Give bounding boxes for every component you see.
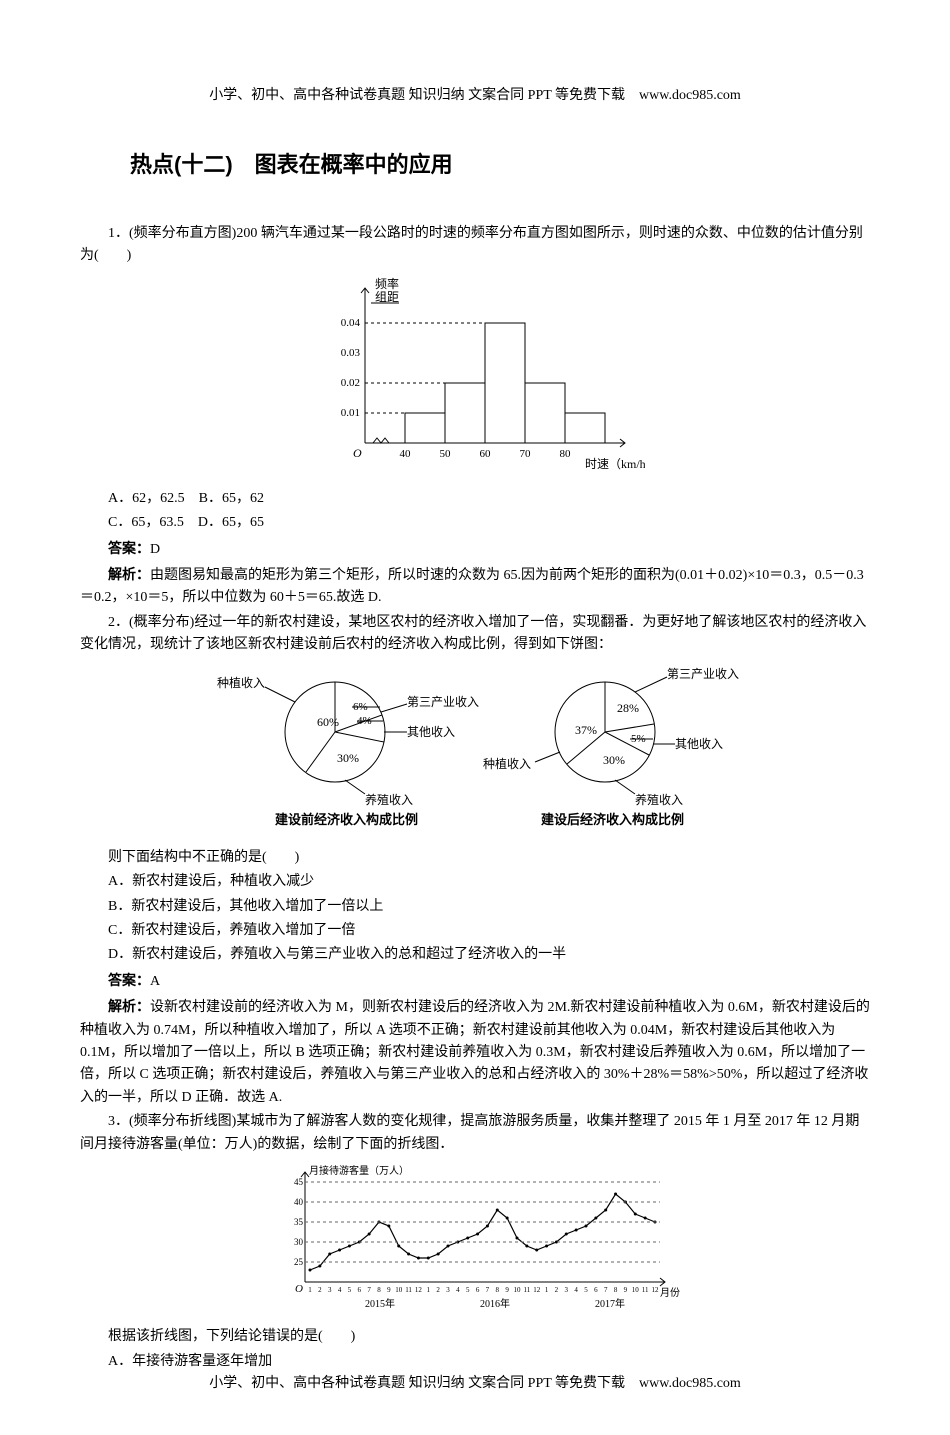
svg-text:2: 2 xyxy=(318,1286,322,1294)
svg-text:30%: 30% xyxy=(337,751,359,765)
svg-text:2016年: 2016年 xyxy=(480,1297,510,1310)
svg-text:11: 11 xyxy=(642,1286,649,1294)
svg-text:5: 5 xyxy=(348,1286,352,1294)
svg-text:月份: 月份 xyxy=(660,1287,680,1299)
svg-text:11: 11 xyxy=(405,1286,412,1294)
q1-explain: 解析：由题图易知最高的矩形为第三个矩形，所以时速的众数为 65.因为前两个矩形的… xyxy=(80,563,870,610)
svg-text:9: 9 xyxy=(387,1286,391,1294)
svg-text:70: 70 xyxy=(520,448,532,460)
q3-linechart: 月接待游客量（万人） O 2530354045 1234567891011121… xyxy=(80,1162,870,1320)
svg-text:28%: 28% xyxy=(617,701,639,715)
q2-stem: 2．(概率分布)经过一年的新农村建设，某地区农村的经济收入增加了一倍，实现翻番．… xyxy=(80,612,870,657)
svg-text:30%: 30% xyxy=(603,753,625,767)
svg-text:45: 45 xyxy=(294,1177,304,1187)
svg-text:2015年: 2015年 xyxy=(365,1297,395,1310)
hist-ylabel-top: 频率 xyxy=(375,276,399,291)
q2-pies: 60% 6% 4% 30% 种植收入 第三产业收入 其他收入 养殖收入 建设前经… xyxy=(80,662,870,840)
svg-text:5: 5 xyxy=(466,1286,470,1294)
q2-optD: D．新农村建设后，养殖收入与第三产业收入的总和超过了经济收入的一半 xyxy=(80,944,870,966)
q3-stem: 3．(频率分布折线图)某城市为了解游客人数的变化规律，提高旅游服务质量，收集并整… xyxy=(80,1111,870,1156)
svg-text:种植收入: 种植收入 xyxy=(483,756,531,771)
svg-text:1: 1 xyxy=(545,1286,549,1294)
q2-explain: 解析：设新农村建设前的经济收入为 M，则新农村建设后的经济收入为 2M.新农村建… xyxy=(80,995,870,1109)
svg-text:0.03: 0.03 xyxy=(341,347,361,359)
svg-text:80: 80 xyxy=(560,448,572,460)
svg-text:40: 40 xyxy=(400,448,412,460)
svg-text:9: 9 xyxy=(505,1286,509,1294)
document-title: 热点(十二) 图表在概率中的应用 xyxy=(130,147,870,182)
svg-text:8: 8 xyxy=(496,1286,500,1294)
svg-text:50: 50 xyxy=(440,448,452,460)
svg-text:2: 2 xyxy=(555,1286,559,1294)
q2-optA: A．新农村建设后，种植收入减少 xyxy=(80,871,870,893)
svg-text:4: 4 xyxy=(338,1286,342,1294)
svg-text:养殖收入: 养殖收入 xyxy=(365,792,413,807)
svg-text:7: 7 xyxy=(367,1286,371,1294)
svg-text:月接待游客量（万人）: 月接待游客量（万人） xyxy=(309,1164,409,1177)
svg-text:7: 7 xyxy=(604,1286,608,1294)
svg-text:0.04: 0.04 xyxy=(341,317,361,329)
svg-text:60%: 60% xyxy=(317,715,339,729)
svg-text:35: 35 xyxy=(294,1217,304,1227)
svg-text:60: 60 xyxy=(480,448,492,460)
q3-after: 根据该折线图，下列结论错误的是( ) xyxy=(80,1326,870,1348)
svg-text:4: 4 xyxy=(574,1286,578,1294)
svg-text:建设后经济收入构成比例: 建设后经济收入构成比例 xyxy=(541,812,684,827)
svg-text:2017年: 2017年 xyxy=(595,1297,625,1310)
q3-optA: A．年接待游客量逐年增加 xyxy=(80,1351,870,1373)
svg-text:12: 12 xyxy=(533,1286,541,1294)
svg-text:12: 12 xyxy=(652,1286,660,1294)
svg-text:种植收入: 种植收入 xyxy=(217,675,265,690)
svg-text:3: 3 xyxy=(328,1286,332,1294)
svg-text:其他收入: 其他收入 xyxy=(675,737,723,751)
svg-text:11: 11 xyxy=(523,1286,530,1294)
svg-text:1: 1 xyxy=(308,1286,312,1294)
svg-text:时速（km/h）: 时速（km/h） xyxy=(585,457,645,471)
page: 小学、初中、高中各种试卷真题 知识归纳 文案合同 PPT 等免费下载 www.d… xyxy=(0,0,950,1435)
svg-text:6: 6 xyxy=(476,1286,480,1294)
q1-stem: 1．(频率分布直方图)200 辆汽车通过某一段公路时的时速的频率分布直方图如图所… xyxy=(80,223,870,268)
svg-text:4: 4 xyxy=(456,1286,460,1294)
q2-optB: B．新农村建设后，其他收入增加了一倍以上 xyxy=(80,896,870,918)
svg-text:建设前经济收入构成比例: 建设前经济收入构成比例 xyxy=(275,812,418,827)
svg-text:37%: 37% xyxy=(575,723,597,737)
svg-text:30: 30 xyxy=(294,1237,304,1247)
svg-text:8: 8 xyxy=(377,1286,381,1294)
svg-text:第三产业收入: 第三产业收入 xyxy=(407,695,479,709)
hist-ylabel-bot: 组距 xyxy=(375,290,399,304)
q1-options-2: C．65，63.5 D．65，65 xyxy=(80,512,870,534)
svg-text:养殖收入: 养殖收入 xyxy=(635,792,683,807)
page-footer: 小学、初中、高中各种试卷真题 知识归纳 文案合同 PPT 等免费下载 www.d… xyxy=(0,1373,950,1395)
q2-answer: 答案：A xyxy=(80,969,870,993)
svg-text:1: 1 xyxy=(427,1286,431,1294)
svg-text:第三产业收入: 第三产业收入 xyxy=(667,667,739,681)
svg-text:10: 10 xyxy=(395,1286,403,1294)
svg-text:8: 8 xyxy=(614,1286,618,1294)
svg-text:其他收入: 其他收入 xyxy=(407,725,455,739)
svg-text:3: 3 xyxy=(446,1286,450,1294)
q2-after: 则下面结构中不正确的是( ) xyxy=(80,847,870,869)
q1-histogram: 频率 组距 0.01 0.02 0.03 0.04 xyxy=(80,273,870,481)
svg-text:O: O xyxy=(295,1283,303,1295)
svg-text:5: 5 xyxy=(584,1286,588,1294)
svg-text:10: 10 xyxy=(632,1286,640,1294)
svg-text:6: 6 xyxy=(358,1286,362,1294)
svg-text:10: 10 xyxy=(514,1286,522,1294)
svg-text:12: 12 xyxy=(415,1286,423,1294)
svg-text:9: 9 xyxy=(624,1286,628,1294)
q1-options-1: A．62，62.5 B．65，62 xyxy=(80,488,870,510)
svg-text:3: 3 xyxy=(565,1286,569,1294)
svg-text:0.01: 0.01 xyxy=(341,407,360,419)
svg-text:6: 6 xyxy=(594,1286,598,1294)
svg-text:O: O xyxy=(353,446,362,460)
svg-text:25: 25 xyxy=(294,1257,304,1267)
page-header: 小学、初中、高中各种试卷真题 知识归纳 文案合同 PPT 等免费下载 www.d… xyxy=(80,85,870,107)
q1-answer: 答案：D xyxy=(80,537,870,561)
q2-optC: C．新农村建设后，养殖收入增加了一倍 xyxy=(80,920,870,942)
svg-text:2: 2 xyxy=(436,1286,440,1294)
svg-text:40: 40 xyxy=(294,1197,304,1207)
svg-text:7: 7 xyxy=(486,1286,490,1294)
svg-text:0.02: 0.02 xyxy=(341,377,360,389)
